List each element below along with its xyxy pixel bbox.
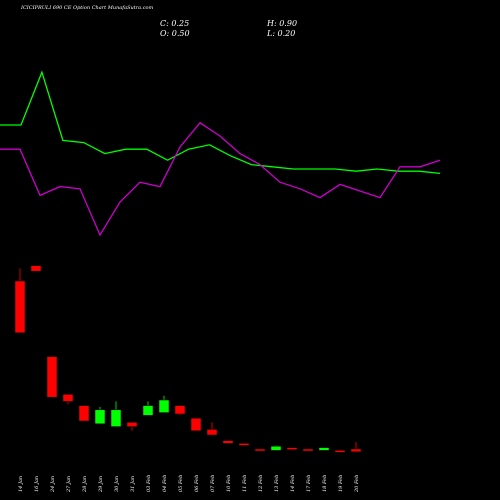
x-tick-label: 19 Feb — [338, 475, 344, 492]
x-tick-label: 14 Feb — [290, 475, 296, 492]
high-label: H: 0.90 — [266, 19, 297, 28]
candle-body — [78, 405, 90, 422]
candle-body — [286, 447, 298, 450]
x-tick-label: 24 Jan — [50, 476, 56, 493]
candle-body — [318, 447, 330, 451]
x-tick-label: 13 Feb — [274, 475, 280, 492]
x-axis-ticks: 14 Jan 16 Jan 24 Jan 27 Jan 28 Jan 29 Jan 30 J… — [18, 475, 360, 493]
candle-body — [158, 399, 170, 413]
x-tick-label: 29 Jan — [98, 476, 104, 493]
candle-body — [94, 409, 106, 425]
x-tick-label: 03 Feb — [146, 475, 152, 492]
candle-body — [174, 405, 186, 415]
candle-body — [238, 443, 250, 446]
green-indicator-line — [0, 70, 441, 175]
x-tick-label: 20 Feb — [354, 475, 360, 493]
open-label: O: 0.50 — [160, 29, 190, 38]
candle-body — [126, 422, 138, 427]
candle-body — [270, 445, 282, 451]
x-tick-label: 18 Feb — [322, 475, 328, 492]
x-tick-label: 30 Jan — [114, 476, 120, 492]
candle-body — [110, 409, 122, 427]
candle-body — [14, 280, 26, 334]
candle-body — [206, 429, 218, 436]
candle-body — [222, 440, 234, 444]
candle-body — [62, 394, 74, 402]
x-tick-label: 31 Jan — [130, 476, 136, 492]
candle-body — [334, 450, 346, 453]
x-tick-label: 28 Jan — [82, 476, 88, 493]
magenta-indicator-line — [0, 121, 441, 237]
x-tick-label: 10 Feb — [226, 475, 232, 492]
candle-body — [190, 417, 202, 432]
x-tick-label: 04 Feb — [162, 475, 168, 492]
x-tick-label: 27 Jan — [66, 476, 72, 493]
x-tick-label: 16 Jan — [34, 476, 40, 492]
x-tick-label: 06 Feb — [194, 475, 200, 492]
candle-body — [46, 356, 58, 398]
x-tick-label: 14 Jan — [18, 476, 24, 492]
x-tick-label: 07 Feb — [210, 475, 216, 492]
chart-title: ICICIPRULI 690 CE Option Chart MunafaSut… — [20, 5, 154, 11]
indicator-lines — [0, 70, 441, 237]
candle-body — [254, 448, 266, 452]
low-label: L: 0.20 — [266, 29, 295, 38]
candle-body — [350, 448, 362, 453]
x-tick-label: 12 Feb — [258, 475, 264, 492]
x-tick-label: 17 Feb — [306, 475, 312, 492]
close-label: C: 0.25 — [160, 19, 189, 28]
candles — [14, 265, 362, 453]
candle-body — [142, 405, 154, 416]
candle-body — [30, 265, 42, 272]
x-tick-label: 11 Feb — [242, 475, 248, 492]
x-tick-label: 05 Feb — [178, 475, 184, 492]
candle-body — [302, 448, 314, 452]
